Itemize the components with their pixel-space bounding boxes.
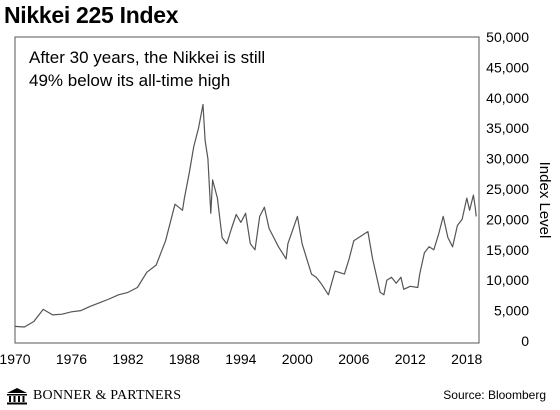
y-tick-label: 5,000 xyxy=(494,303,529,319)
y-tick-label: 15,000 xyxy=(486,242,529,258)
chart-annotation: After 30 years, the Nikkei is still 49% b… xyxy=(29,48,265,90)
x-tick-label: 2000 xyxy=(282,351,313,367)
y-tick-label: 30,000 xyxy=(486,151,529,167)
chart-title: Nikkei 225 Index xyxy=(4,2,179,28)
x-tick-label: 2018 xyxy=(451,351,482,367)
plot-frame xyxy=(14,36,480,344)
building-icon xyxy=(7,388,27,405)
source-note: Source: Bloomberg xyxy=(443,388,546,402)
x-tick-label: 1994 xyxy=(225,351,256,367)
y-axis-label: Index Level xyxy=(536,162,553,239)
x-tick-label: 2012 xyxy=(395,351,426,367)
y-tick-label: 20,000 xyxy=(486,211,529,227)
y-tick-label: 35,000 xyxy=(486,120,529,136)
logo-text: BONNER & PARTNERS xyxy=(33,388,182,403)
y-tick-label: 40,000 xyxy=(486,90,529,106)
y-tick-label: 0 xyxy=(521,333,529,349)
x-tick-label: 1970 xyxy=(0,351,31,367)
y-tick-label: 25,000 xyxy=(486,181,529,197)
bonner-partners-logo: BONNER & PARTNERS xyxy=(6,386,181,406)
annotation-line: 49% below its all-time high xyxy=(29,71,230,90)
y-tick-label: 45,000 xyxy=(486,59,529,75)
x-tick-label: 2006 xyxy=(338,351,369,367)
nikkei-series-line xyxy=(14,103,477,328)
x-axis-ticks: 1970 1976 1982 1988 1994 2000 2006 2012 2018 xyxy=(0,351,483,367)
x-tick-label: 1976 xyxy=(56,351,87,367)
annotation-line: After 30 years, the Nikkei is still xyxy=(29,48,265,67)
y-axis-ticks: 0 5,000 10,000 15,000 20,000 25,000 30,000 35,0… xyxy=(486,29,529,349)
x-tick-label: 1988 xyxy=(169,351,200,367)
x-tick-label: 1982 xyxy=(112,351,143,367)
y-tick-label: 10,000 xyxy=(486,272,529,288)
y-tick-label: 50,000 xyxy=(486,29,529,45)
